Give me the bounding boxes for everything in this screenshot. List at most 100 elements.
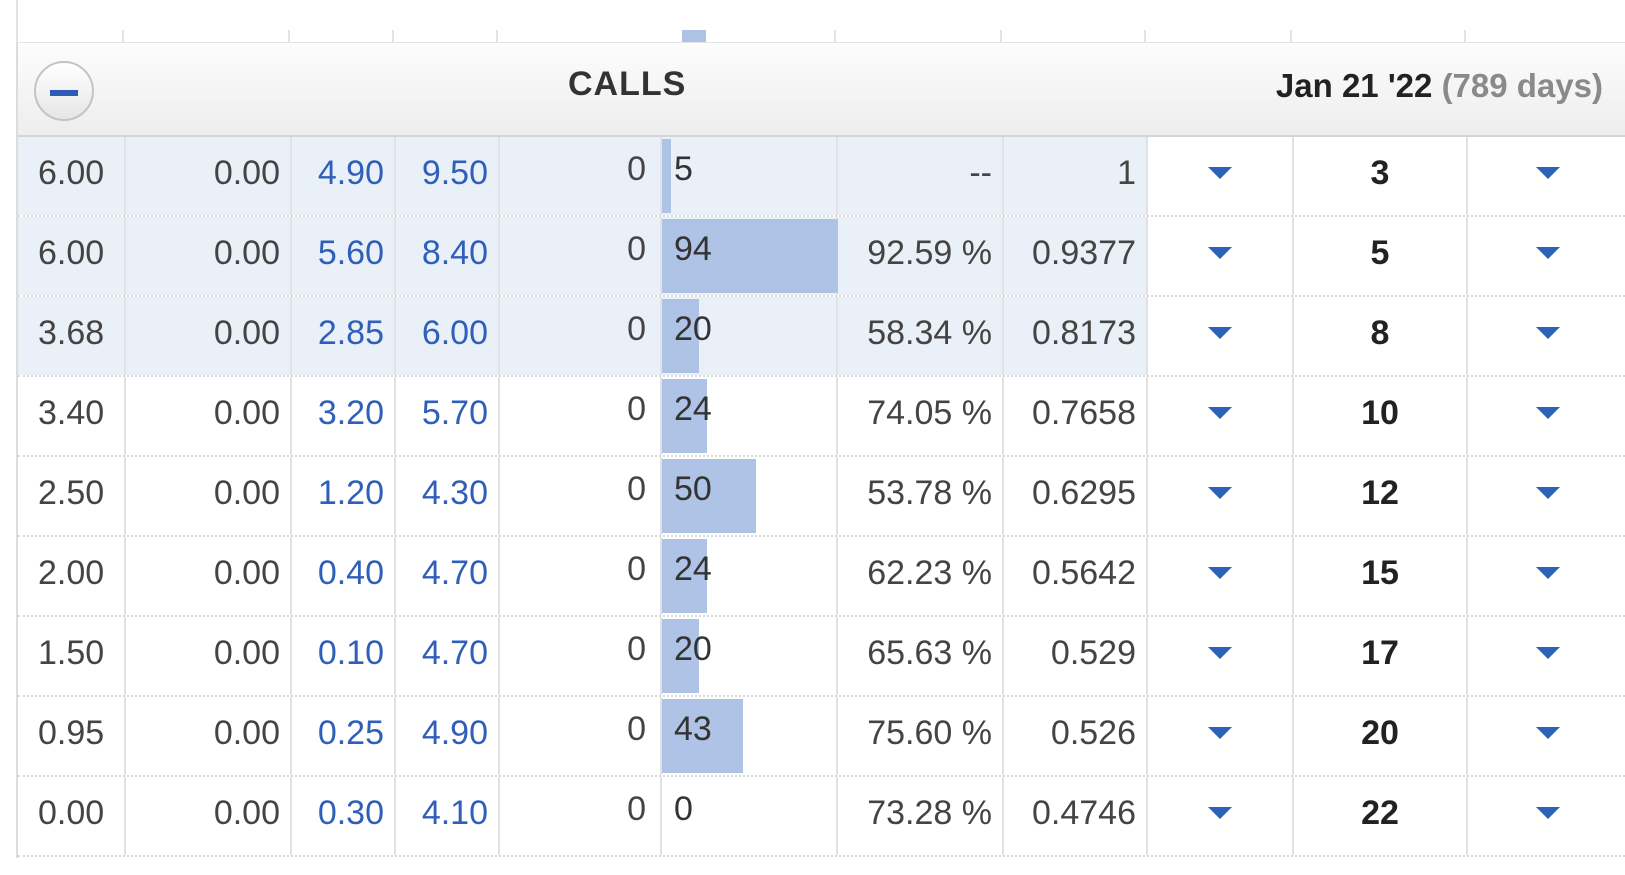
put-actions-dropdown[interactable] — [1468, 377, 1625, 455]
calls-section-header: CALLS Jan 21 '22 (789 days) — [18, 43, 1625, 137]
bid-cell[interactable]: 0.40 — [292, 537, 396, 615]
implied-volatility-cell: 65.63 % — [838, 617, 1004, 695]
caret-down-icon — [1535, 247, 1560, 260]
volume-cell: 0 — [500, 457, 662, 535]
strike-cell: 8 — [1294, 297, 1468, 375]
minus-circle-icon — [50, 90, 78, 96]
put-actions-dropdown[interactable] — [1468, 537, 1625, 615]
delta-cell: 0.6295 — [1004, 457, 1148, 535]
bid-cell[interactable]: 0.30 — [292, 777, 396, 855]
column-divider — [496, 30, 498, 42]
open-interest-value: 94 — [674, 230, 712, 268]
ask-cell[interactable]: 9.50 — [396, 137, 500, 215]
bid-cell[interactable]: 0.10 — [292, 617, 396, 695]
open-interest-bar — [662, 619, 699, 693]
option-row[interactable]: 0.00 0.00 0.30 4.10 0 0 73.28 % 0.4746 22 — [18, 777, 1625, 857]
delta-cell: 0.4746 — [1004, 777, 1148, 855]
open-interest-cell: 0 — [662, 777, 838, 855]
put-actions-dropdown[interactable] — [1468, 297, 1625, 375]
strike-cell: 20 — [1294, 697, 1468, 775]
option-row[interactable]: 6.00 0.00 4.90 9.50 0 5 -- 1 3 — [18, 137, 1625, 217]
open-interest-bar — [662, 139, 671, 213]
option-row[interactable]: 3.68 0.00 2.85 6.00 0 20 58.34 % 0.8173 8 — [18, 297, 1625, 377]
put-actions-dropdown[interactable] — [1468, 617, 1625, 695]
open-interest-value: 24 — [674, 550, 712, 588]
call-actions-dropdown[interactable] — [1148, 377, 1294, 455]
caret-down-icon — [1535, 167, 1560, 180]
column-divider — [834, 30, 836, 42]
option-rows: 6.00 0.00 4.90 9.50 0 5 -- 1 3 6.00 0.00 5.60 8.40 0 9… — [18, 137, 1625, 857]
put-actions-dropdown[interactable] — [1468, 457, 1625, 535]
option-row[interactable]: 2.50 0.00 1.20 4.30 0 50 53.78 % 0.6295 12 — [18, 457, 1625, 537]
strike-cell: 12 — [1294, 457, 1468, 535]
ask-cell[interactable]: 4.90 — [396, 697, 500, 775]
put-actions-dropdown[interactable] — [1468, 137, 1625, 215]
change-cell: 0.00 — [126, 697, 292, 775]
option-row[interactable]: 0.95 0.00 0.25 4.90 0 43 75.60 % 0.526 20 — [18, 697, 1625, 777]
last-price-cell: 2.00 — [18, 537, 126, 615]
option-row[interactable]: 6.00 0.00 5.60 8.40 0 94 92.59 % 0.9377 5 — [18, 217, 1625, 297]
collapse-section-button[interactable] — [34, 61, 94, 121]
open-interest-cell: 5 — [662, 137, 838, 215]
bid-cell[interactable]: 1.20 — [292, 457, 396, 535]
open-interest-bar — [662, 219, 838, 293]
call-actions-dropdown[interactable] — [1148, 777, 1294, 855]
strike-cell: 10 — [1294, 377, 1468, 455]
caret-down-icon — [1208, 247, 1232, 260]
call-actions-dropdown[interactable] — [1148, 137, 1294, 215]
bid-cell[interactable]: 3.20 — [292, 377, 396, 455]
open-interest-value: 50 — [674, 470, 712, 508]
volume-cell: 0 — [500, 777, 662, 855]
open-interest-bar-stub — [682, 30, 706, 42]
put-actions-dropdown[interactable] — [1468, 777, 1625, 855]
bid-cell[interactable]: 4.90 — [292, 137, 396, 215]
put-actions-dropdown[interactable] — [1468, 697, 1625, 775]
volume-cell: 0 — [500, 697, 662, 775]
implied-volatility-cell: 62.23 % — [838, 537, 1004, 615]
bid-cell[interactable]: 5.60 — [292, 217, 396, 295]
bid-cell[interactable]: 2.85 — [292, 297, 396, 375]
implied-volatility-cell: -- — [838, 137, 1004, 215]
open-interest-bar — [662, 379, 707, 453]
call-actions-dropdown[interactable] — [1148, 457, 1294, 535]
caret-down-icon — [1535, 407, 1560, 420]
expiry-label: Jan 21 '22 (789 days) — [1276, 67, 1603, 105]
ask-cell[interactable]: 8.40 — [396, 217, 500, 295]
last-price-cell: 6.00 — [18, 137, 126, 215]
bid-cell[interactable]: 0.25 — [292, 697, 396, 775]
delta-cell: 0.8173 — [1004, 297, 1148, 375]
ask-cell[interactable]: 4.70 — [396, 537, 500, 615]
option-row[interactable]: 2.00 0.00 0.40 4.70 0 24 62.23 % 0.5642 15 — [18, 537, 1625, 617]
ask-cell[interactable]: 4.10 — [396, 777, 500, 855]
delta-cell: 0.7658 — [1004, 377, 1148, 455]
ask-cell[interactable]: 5.70 — [396, 377, 500, 455]
caret-down-icon — [1208, 807, 1232, 820]
implied-volatility-cell: 53.78 % — [838, 457, 1004, 535]
open-interest-value: 24 — [674, 390, 712, 428]
open-interest-value: 5 — [674, 150, 693, 188]
open-interest-bar — [662, 539, 707, 613]
caret-down-icon — [1535, 567, 1560, 580]
implied-volatility-cell: 74.05 % — [838, 377, 1004, 455]
call-actions-dropdown[interactable] — [1148, 217, 1294, 295]
call-actions-dropdown[interactable] — [1148, 297, 1294, 375]
option-row[interactable]: 3.40 0.00 3.20 5.70 0 24 74.05 % 0.7658 10 — [18, 377, 1625, 457]
ask-cell[interactable]: 6.00 — [396, 297, 500, 375]
caret-down-icon — [1208, 487, 1232, 500]
call-actions-dropdown[interactable] — [1148, 617, 1294, 695]
last-price-cell: 1.50 — [18, 617, 126, 695]
option-row[interactable]: 1.50 0.00 0.10 4.70 0 20 65.63 % 0.529 17 — [18, 617, 1625, 697]
column-divider — [288, 30, 290, 42]
open-interest-value: 20 — [674, 310, 712, 348]
ask-cell[interactable]: 4.30 — [396, 457, 500, 535]
volume-cell: 0 — [500, 297, 662, 375]
change-cell: 0.00 — [126, 457, 292, 535]
call-actions-dropdown[interactable] — [1148, 537, 1294, 615]
column-divider — [1290, 30, 1292, 42]
ask-cell[interactable]: 4.70 — [396, 617, 500, 695]
implied-volatility-cell: 58.34 % — [838, 297, 1004, 375]
open-interest-bar — [662, 459, 756, 533]
call-actions-dropdown[interactable] — [1148, 697, 1294, 775]
put-actions-dropdown[interactable] — [1468, 217, 1625, 295]
caret-down-icon — [1535, 727, 1560, 740]
